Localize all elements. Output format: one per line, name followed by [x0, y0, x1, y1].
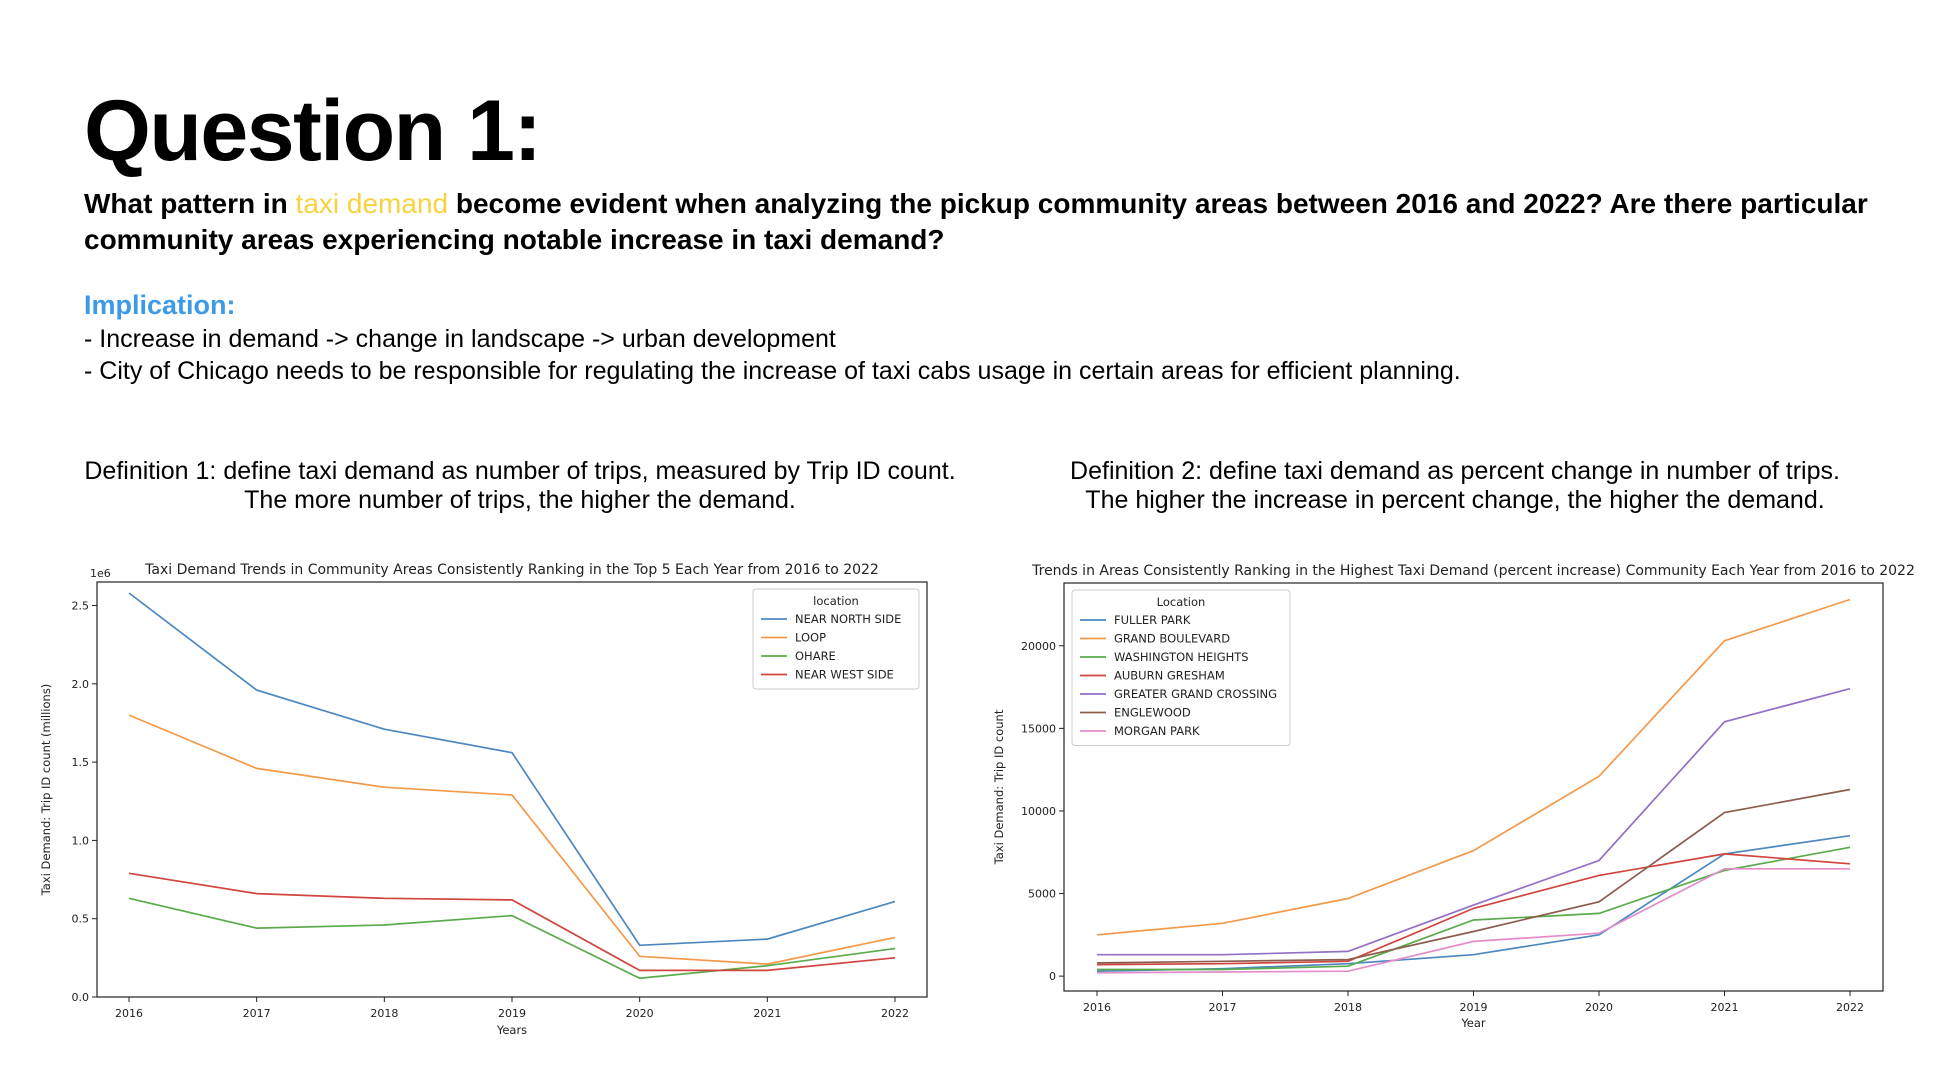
legend-title: location: [813, 594, 859, 608]
y-tick-label: 0: [1049, 970, 1056, 983]
series-line-englewood: [1096, 788, 1851, 964]
y-tick-label: 2.0: [72, 678, 90, 691]
question-part-1: What pattern in: [84, 188, 296, 219]
x-tick-label: 2021: [1711, 1001, 1739, 1014]
legend-label: ENGLEWOOD: [1114, 706, 1191, 720]
y-tick-label: 2.5: [72, 599, 90, 612]
x-axis-label: Year: [1460, 1016, 1486, 1030]
definition-2-line: Definition 2: define taxi demand as perc…: [1070, 457, 1840, 485]
legend-label: LOOP: [795, 631, 826, 645]
x-tick-label: 2022: [881, 1007, 909, 1020]
legend-label: NEAR WEST SIDE: [795, 668, 894, 682]
question-part-2: become evident when analyzing the pickup…: [84, 188, 1868, 255]
y-tick-label: 20000: [1021, 640, 1056, 653]
y-tick-label: 5000: [1028, 888, 1056, 901]
x-tick-label: 2017: [243, 1007, 271, 1020]
series-line-loop: [128, 714, 896, 965]
legend-label: WASHINGTON HEIGHTS: [1114, 650, 1249, 664]
legend-title: Location: [1157, 595, 1206, 609]
legend-label: GREATER GRAND CROSSING: [1114, 687, 1277, 701]
question-highlight: taxi demand: [295, 188, 449, 219]
series-line-near-west-side: [128, 872, 896, 972]
chart-1: Taxi Demand Trends in Community Areas Co…: [39, 562, 928, 1037]
legend-label: OHARE: [795, 649, 836, 663]
legend-label: MORGAN PARK: [1114, 724, 1200, 738]
definition-1-line: The more number of trips, the higher the…: [244, 486, 796, 514]
definition-1: Definition 1: define taxi demand as numb…: [40, 457, 1000, 515]
y-tick-label: 10000: [1021, 805, 1056, 818]
axis-offset-label: 1e6: [90, 567, 111, 580]
x-tick-label: 2016: [1083, 1001, 1111, 1014]
x-tick-label: 2018: [1334, 1001, 1362, 1014]
slide-title: Question 1:: [84, 83, 542, 179]
series-line-ohare: [128, 897, 896, 980]
legend-label: NEAR NORTH SIDE: [795, 612, 901, 626]
x-tick-label: 2022: [1836, 1001, 1864, 1014]
legend-label: AUBURN GRESHAM: [1114, 669, 1225, 683]
implication-item: - City of Chicago needs to be responsibl…: [84, 357, 1461, 385]
y-tick-label: 15000: [1021, 722, 1056, 735]
chart-title: Trends in Areas Consistently Ranking in …: [1031, 563, 1915, 579]
chart-legend: Location FULLER PARK GRAND BOULEVARD WASHIN…: [1071, 589, 1291, 746]
series-line-grand-boulevard: [1096, 598, 1851, 936]
y-tick-label: 0.5: [72, 913, 90, 926]
legend-box: [752, 588, 920, 690]
series-line-fuller-park: [1096, 834, 1851, 973]
y-axis-label: Taxi Demand: Trip ID count: [992, 709, 1006, 865]
x-tick-label: 2019: [498, 1007, 526, 1020]
series-line-greater-grand-crossing: [1097, 687, 1851, 956]
y-tick-label: 1.0: [72, 834, 90, 847]
chart-legend: location NEAR NORTH SIDE LOOP OHARE NEAR WES…: [752, 588, 920, 690]
implication-label: Implication:: [84, 290, 236, 320]
legend-box: [1071, 589, 1291, 746]
y-tick-label: 0.0: [72, 991, 90, 1004]
series-line-near-north-side: [128, 592, 896, 947]
series-line-washington-heights: [1097, 846, 1851, 971]
definition-2: Definition 2: define taxi demand as perc…: [1000, 457, 1910, 515]
y-axis-label: Taxi Demand: Trip ID count (millions): [39, 684, 53, 897]
legend-label: GRAND BOULEVARD: [1114, 632, 1230, 646]
x-tick-label: 2017: [1209, 1001, 1237, 1014]
x-tick-label: 2016: [115, 1007, 143, 1020]
x-tick-label: 2020: [626, 1007, 654, 1020]
chart-2: Trends in Areas Consistently Ranking in …: [992, 563, 1915, 1030]
definition-2-line: The higher the increase in percent chang…: [1085, 486, 1825, 514]
chart-title: Taxi Demand Trends in Community Areas Co…: [144, 562, 879, 578]
series-line-auburn-gresham: [1096, 853, 1851, 966]
y-tick-label: 1.5: [72, 756, 90, 769]
legend-label: FULLER PARK: [1114, 613, 1191, 627]
x-tick-label: 2020: [1585, 1001, 1613, 1014]
definition-1-line: Definition 1: define taxi demand as numb…: [84, 457, 956, 485]
x-tick-label: 2019: [1460, 1001, 1488, 1014]
x-tick-label: 2018: [370, 1007, 398, 1020]
implication-item: - Increase in demand -> change in landsc…: [84, 325, 836, 353]
question-text: What pattern in taxi demand become evide…: [84, 186, 1884, 258]
series-line-morgan-park: [1096, 867, 1850, 974]
x-tick-label: 2021: [753, 1007, 781, 1020]
x-axis-label: Years: [496, 1023, 527, 1037]
